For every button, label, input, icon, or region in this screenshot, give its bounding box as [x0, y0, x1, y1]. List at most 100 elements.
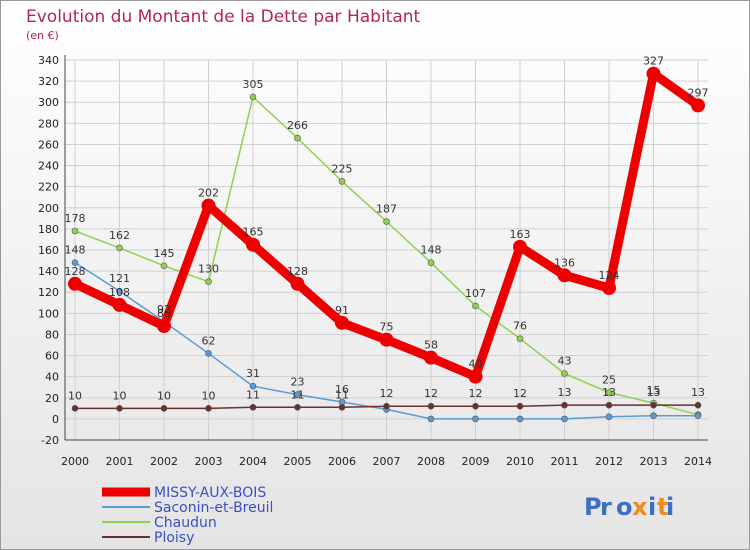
- data-point: [561, 401, 568, 409]
- data-point: [294, 391, 301, 398]
- legend-label: Ploisy: [154, 530, 194, 546]
- data-label: 91: [335, 304, 349, 317]
- data-point: [516, 402, 524, 410]
- y-tick-label: 100: [38, 307, 59, 320]
- data-point: [561, 370, 568, 377]
- data-label: 165: [243, 226, 264, 239]
- data-label: 124: [599, 269, 620, 282]
- data-point: [379, 332, 394, 347]
- data-point: [290, 276, 305, 291]
- data-point: [112, 297, 127, 312]
- data-point: [694, 412, 702, 420]
- data-point: [383, 218, 390, 225]
- y-tick-label: -20: [41, 434, 59, 447]
- y-tick-label: 220: [38, 181, 59, 194]
- data-label: 23: [291, 376, 305, 389]
- data-label: 13: [602, 386, 616, 399]
- data-label: 108: [109, 286, 130, 299]
- chart-unit-label: (en €): [26, 29, 59, 42]
- data-point: [427, 402, 435, 410]
- x-tick-label: 2009: [462, 455, 490, 468]
- data-point: [472, 402, 479, 410]
- y-tick-label: 160: [38, 244, 59, 257]
- data-label: 62: [202, 334, 216, 347]
- y-tick-label: 40: [45, 371, 59, 384]
- data-label: 128: [65, 265, 86, 278]
- data-label: 187: [376, 203, 397, 216]
- data-label: 305: [243, 78, 264, 91]
- logo-letter: o: [616, 493, 633, 521]
- chart-title: Evolution du Montant de la Dette par Hab…: [26, 7, 421, 27]
- data-label: 107: [465, 287, 486, 300]
- data-point: [472, 302, 479, 310]
- data-label: 75: [380, 321, 394, 334]
- y-tick-label: 120: [38, 286, 59, 299]
- y-tick-label: 260: [38, 138, 59, 151]
- x-tick-label: 2008: [417, 455, 445, 468]
- data-label: 92: [157, 303, 171, 316]
- data-label: 15: [647, 384, 661, 397]
- data-label: 202: [198, 187, 219, 200]
- y-tick-label: 20: [45, 392, 59, 405]
- data-label: 145: [154, 247, 175, 260]
- data-point: [249, 403, 257, 411]
- data-label: 225: [332, 162, 353, 175]
- data-label: 12: [469, 387, 483, 400]
- data-point: [602, 281, 616, 295]
- y-tick-label: 300: [38, 96, 59, 109]
- x-tick-label: 2010: [506, 455, 534, 468]
- data-point: [71, 405, 79, 412]
- data-point: [646, 66, 661, 81]
- y-tick-label: 200: [38, 202, 59, 215]
- data-label: 76: [513, 320, 527, 333]
- y-tick-label: 280: [38, 117, 59, 130]
- x-tick-label: 2001: [106, 455, 134, 468]
- y-tick-label: 340: [38, 54, 59, 67]
- data-point: [650, 401, 657, 409]
- x-tick-label: 2011: [551, 455, 579, 468]
- data-label: 13: [558, 386, 572, 399]
- data-label: 25: [602, 374, 616, 387]
- logo-letter: t: [657, 493, 668, 521]
- data-point: [338, 178, 346, 185]
- x-tick-label: 2014: [684, 455, 712, 468]
- data-label: 88: [157, 307, 171, 320]
- data-point: [71, 259, 79, 266]
- x-tick-label: 2003: [195, 455, 223, 468]
- y-tick-label: 180: [38, 223, 59, 236]
- data-point: [71, 227, 79, 235]
- data-point: [516, 335, 524, 342]
- data-label: 130: [198, 263, 219, 276]
- data-point: [427, 415, 435, 423]
- data-label: 12: [424, 387, 438, 400]
- data-point: [68, 276, 82, 291]
- y-tick-label: 320: [38, 75, 59, 88]
- data-point: [201, 198, 216, 213]
- data-point: [205, 405, 212, 412]
- data-label: 12: [380, 387, 394, 400]
- x-tick-label: 2004: [239, 455, 267, 468]
- data-label: 43: [558, 355, 572, 368]
- x-tick-label: 2000: [61, 455, 89, 468]
- logo-letter: x: [632, 493, 648, 521]
- data-label: 163: [510, 228, 531, 241]
- data-point: [605, 413, 613, 421]
- data-point: [249, 93, 257, 101]
- data-point: [561, 415, 568, 423]
- y-tick-label: 140: [38, 265, 59, 278]
- data-label: 178: [65, 212, 86, 225]
- x-tick-label: 2002: [150, 455, 178, 468]
- data-point: [557, 268, 572, 283]
- data-label: 13: [647, 386, 661, 399]
- data-point: [513, 239, 527, 254]
- legend-label: Chaudun: [154, 515, 217, 531]
- logo-letter: i: [648, 493, 656, 521]
- legend-label: MISSY-AUX-BOIS: [154, 485, 266, 501]
- data-point: [468, 369, 483, 384]
- data-label: 16: [335, 383, 349, 396]
- data-point: [116, 405, 123, 412]
- data-label: 136: [554, 256, 575, 269]
- data-point: [116, 287, 123, 295]
